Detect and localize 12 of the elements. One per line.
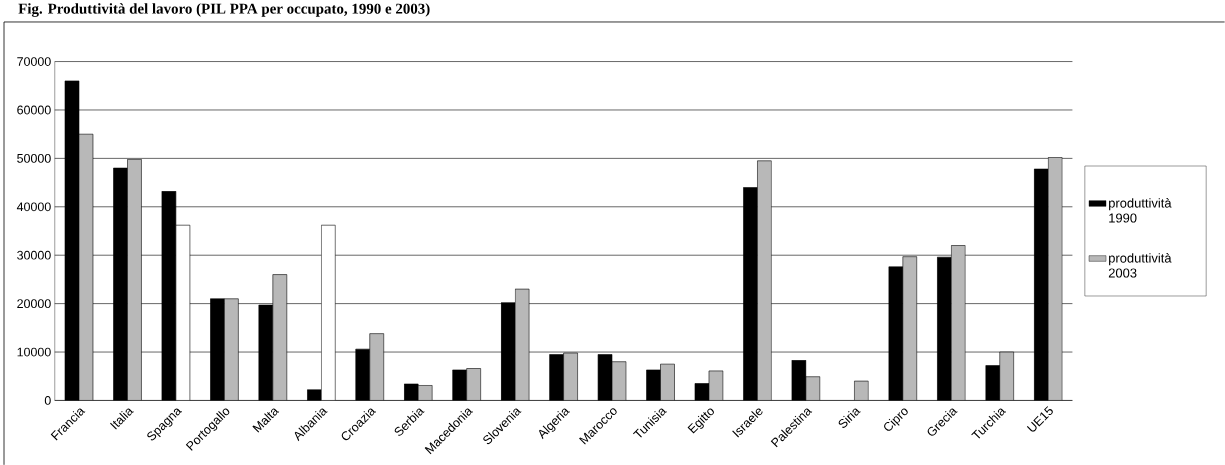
- y-tick-label: 0: [44, 395, 51, 405]
- y-tick-label: 50000: [17, 153, 51, 163]
- x-tick-label: Siria: [838, 408, 861, 428]
- legend-label: produttività 2003: [1108, 252, 1172, 278]
- y-tick-label: 20000: [17, 299, 51, 308]
- y-tick-label: 60000: [17, 105, 51, 115]
- legend-label: produttività 1990: [1109, 197, 1172, 223]
- y-tick-label: 30000: [17, 250, 51, 260]
- y-tick-label: 10000: [17, 347, 51, 357]
- chart-title: Fig. Produttività del lavoro (PIL PPA per occupato, 1990 e 2003): [18, 3, 430, 17]
- y-tick-label: 70000: [17, 57, 51, 66]
- y-tick-label: 40000: [16, 202, 51, 212]
